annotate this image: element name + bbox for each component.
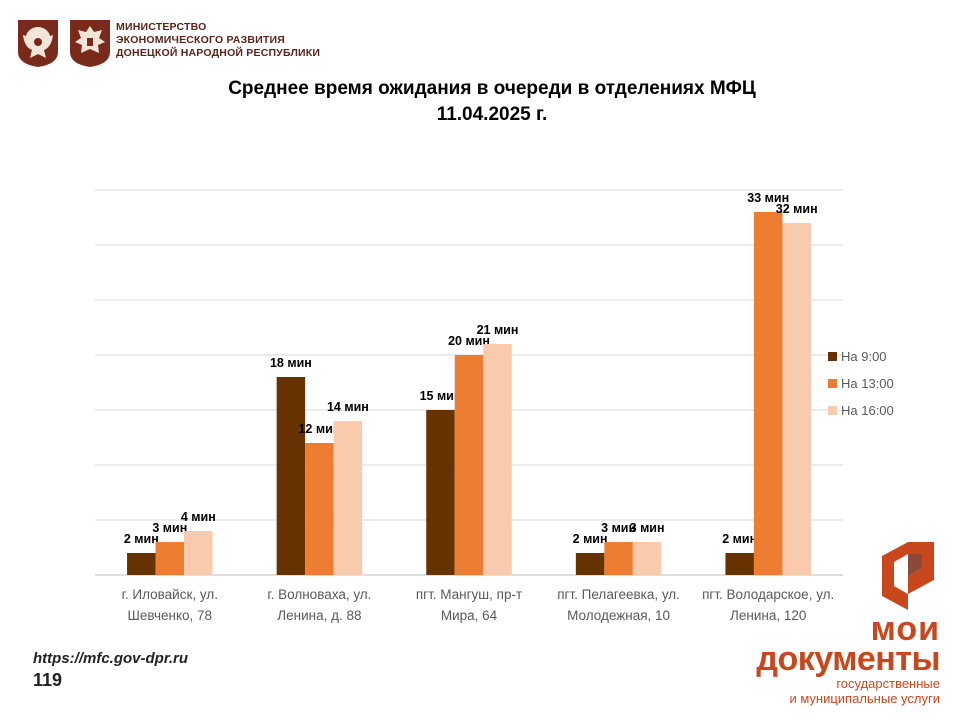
category-label: Ленина, 120 <box>730 608 806 623</box>
category-label: г. Волноваха, ул. <box>267 587 371 602</box>
brand-line: документы <box>756 640 940 678</box>
category-label: Шевченко, 78 <box>128 608 213 623</box>
legend-swatch <box>828 406 837 415</box>
chart-title-line: Среднее время ожидания в очереди в отдел… <box>228 78 756 99</box>
data-label: 3 мин <box>630 521 665 535</box>
data-label: 15 мин <box>420 389 462 403</box>
data-label: 3 мин <box>152 521 187 535</box>
bar <box>276 377 306 575</box>
coat-of-arms-icon <box>18 20 58 67</box>
bar <box>333 421 363 575</box>
bar <box>632 542 662 575</box>
ministry-line: ЭКОНОМИЧЕСКОГО РАЗВИТИЯ <box>116 34 286 46</box>
category-label: пгт. Пелагеевка, ул. <box>557 587 680 602</box>
brand-tagline: и муниципальные услуги <box>789 691 940 706</box>
bar <box>305 443 334 575</box>
bar <box>782 223 811 575</box>
category-label: г. Иловайск, ул. <box>122 587 218 602</box>
legend-label: На 9:00 <box>841 349 887 364</box>
bar <box>483 344 512 575</box>
data-label: 18 мин <box>270 356 312 370</box>
data-label: 4 мин <box>181 510 216 524</box>
category-label: Молодежная, 10 <box>567 608 670 623</box>
data-label: 33 мин <box>747 191 789 205</box>
category-label: Ленина, д. 88 <box>277 608 361 623</box>
data-label: 2 мин <box>722 532 757 546</box>
bar <box>454 355 484 575</box>
category-label: пгт. Володарское, ул. <box>702 587 834 602</box>
website-link[interactable]: https://mfc.gov-dpr.ru <box>33 650 188 667</box>
brand-tagline: государственные <box>836 676 940 691</box>
ministry-line: МИНИСТЕРСТВО <box>116 21 207 33</box>
data-label: 32 мин <box>776 202 818 216</box>
ministry-line: ДОНЕЦКОЙ НАРОДНОЙ РЕСПУБЛИКИ <box>116 47 321 59</box>
bar <box>127 553 156 575</box>
bar <box>575 553 605 575</box>
legend-label: На 13:00 <box>841 376 894 391</box>
brand-line: мои <box>870 610 940 648</box>
category-label: Мира, 64 <box>441 608 498 623</box>
data-label: 3 мин <box>601 521 636 535</box>
chart-title: Среднее время ожидания в очереди в отдел… <box>0 76 960 128</box>
moi-dokumenty-logo-icon <box>882 542 934 610</box>
brand-wordmark: мои документы государственные и муниципа… <box>700 610 940 706</box>
bar <box>155 542 185 575</box>
data-label: 2 мин <box>573 532 608 546</box>
data-label: 12 мин <box>298 422 340 436</box>
data-label: 21 мин <box>477 323 519 337</box>
bar <box>184 531 213 575</box>
chart-title-date: 11.04.2025 г. <box>436 104 548 125</box>
category-label: пгт. Мангуш, пр-т <box>416 587 522 602</box>
bar <box>426 410 455 575</box>
bar <box>753 212 783 575</box>
legend-label: На 16:00 <box>841 403 894 418</box>
data-label: 14 мин <box>327 400 369 414</box>
page-number: 119 <box>33 670 63 690</box>
ministry-name: МИНИСТЕРСТВО ЭКОНОМИЧЕСКОГО РАЗВИТИЯ ДОН… <box>116 21 376 60</box>
bar <box>725 553 754 575</box>
bar <box>604 542 633 575</box>
coat-of-arms-icon <box>70 20 110 67</box>
legend-swatch <box>828 352 837 361</box>
data-label: 2 мин <box>124 532 159 546</box>
legend-swatch <box>828 379 837 388</box>
data-label: 20 мин <box>448 334 490 348</box>
